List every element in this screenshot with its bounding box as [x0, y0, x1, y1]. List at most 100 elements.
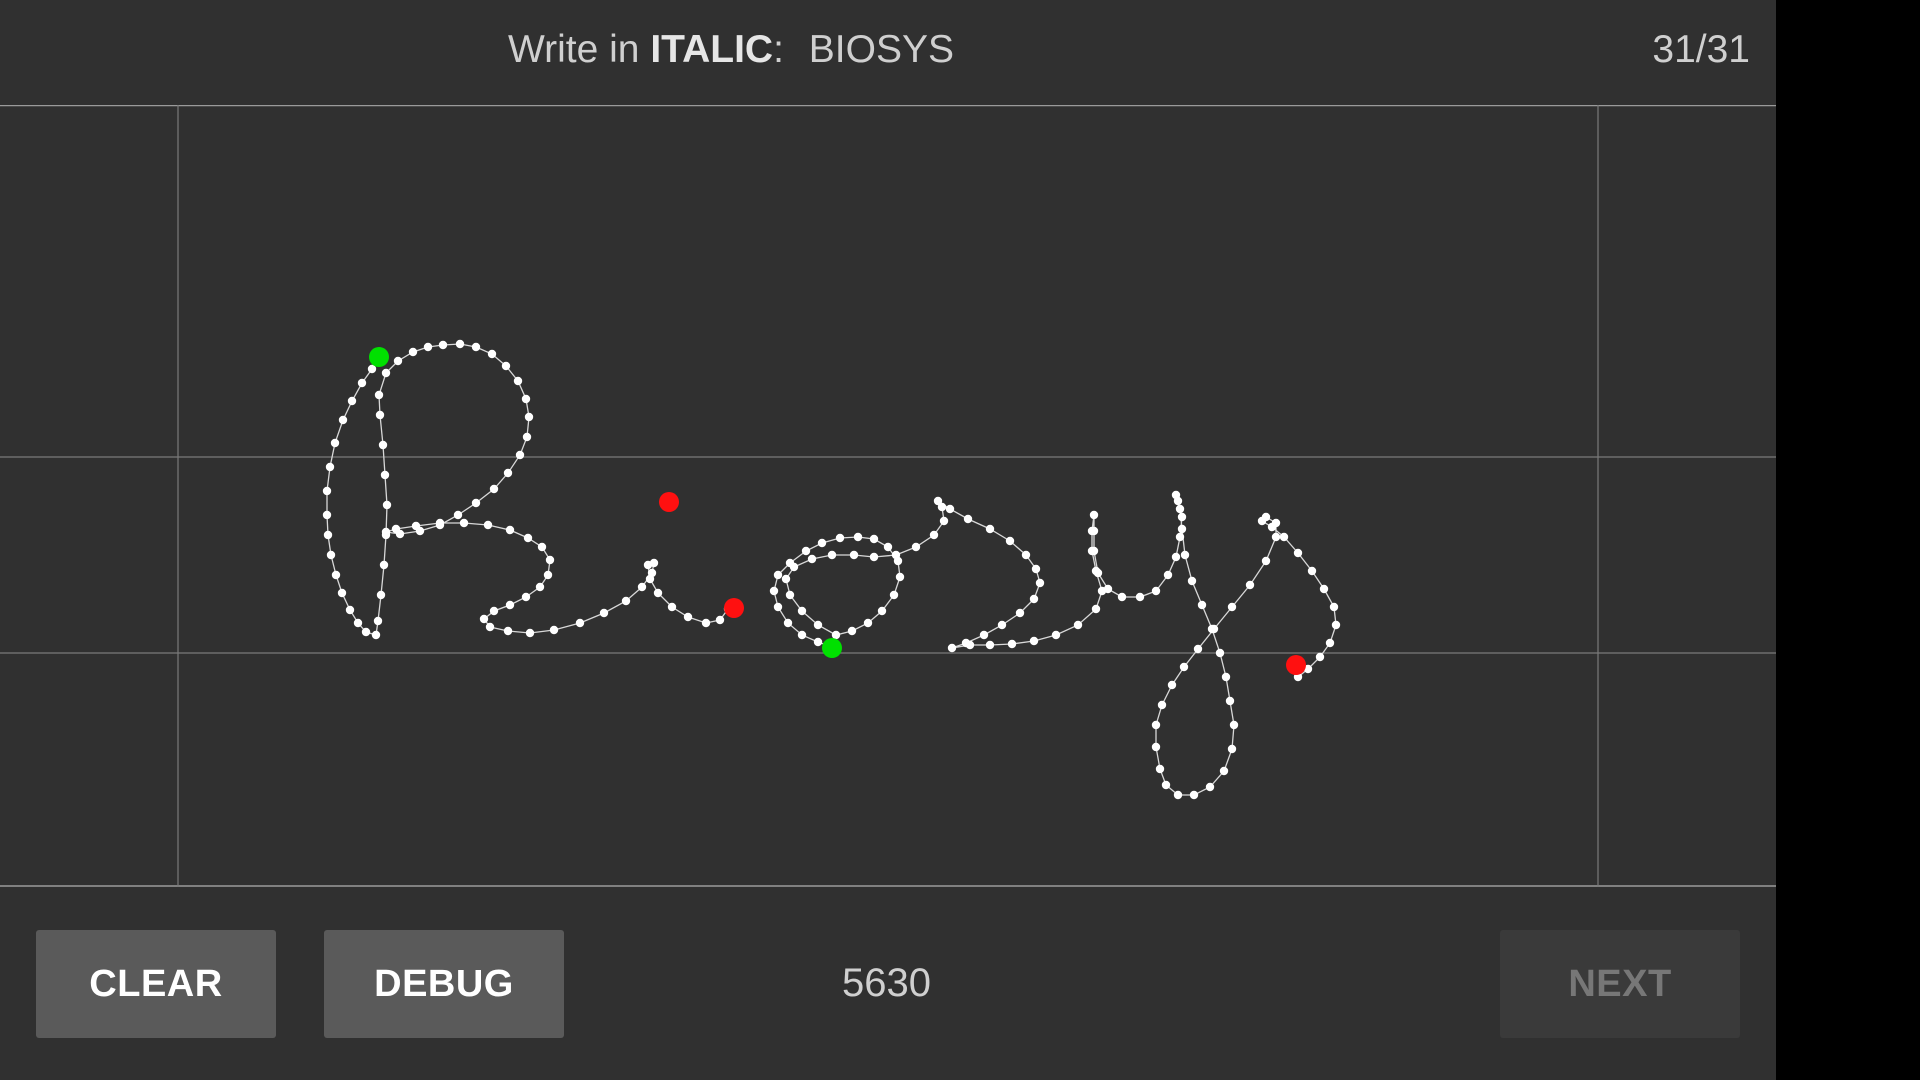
stroke-point	[1163, 570, 1173, 580]
stroke-point	[408, 347, 418, 357]
stroke-point	[1187, 576, 1197, 586]
stroke-point	[1227, 602, 1237, 612]
stroke-point	[1193, 644, 1203, 654]
stroke-point	[1091, 604, 1101, 614]
debug-button[interactable]: DEBUG	[324, 930, 564, 1038]
stroke-point	[831, 630, 841, 640]
stroke-start-marker	[822, 638, 842, 658]
stroke-point	[667, 602, 677, 612]
stroke-point	[374, 390, 384, 400]
stroke-point	[1151, 720, 1161, 730]
stroke-point	[382, 500, 392, 510]
stroke-point	[338, 415, 348, 425]
drawing-canvas[interactable]	[0, 105, 1776, 887]
canvas-svg[interactable]	[0, 105, 1776, 887]
stroke-point	[483, 520, 493, 530]
next-button[interactable]: NEXT	[1500, 930, 1740, 1038]
stroke-point	[393, 356, 403, 366]
stroke-point	[503, 626, 513, 636]
stroke-point	[485, 622, 495, 632]
stroke-point	[459, 518, 469, 528]
stroke-point	[1029, 594, 1039, 604]
prompt-style: ITALIC	[650, 28, 774, 71]
point-count: 5630	[842, 961, 931, 1005]
stroke-point	[453, 510, 463, 520]
stroke-point	[1177, 524, 1187, 534]
stroke-point	[1179, 662, 1189, 672]
stroke-start-marker	[369, 347, 389, 367]
stroke-point	[849, 550, 859, 560]
stroke-point	[487, 349, 497, 359]
stroke-point	[521, 394, 531, 404]
stroke-point	[378, 440, 388, 450]
stroke-point	[637, 582, 647, 592]
stroke-point	[479, 614, 489, 624]
stroke-point	[1103, 584, 1113, 594]
stroke-point	[783, 618, 793, 628]
stroke-point	[1315, 652, 1325, 662]
stroke-point	[701, 618, 711, 628]
stroke-point	[513, 376, 523, 386]
stroke-point	[847, 626, 857, 636]
stroke-point	[353, 618, 363, 628]
stroke-point	[371, 630, 381, 640]
stroke-point	[515, 450, 525, 460]
stroke-point	[1051, 630, 1061, 640]
stroke-point	[979, 630, 989, 640]
stroke-point	[345, 605, 355, 615]
stroke-point	[1173, 790, 1183, 800]
stroke-point	[939, 516, 949, 526]
stroke-point	[505, 600, 515, 610]
stroke-end-marker	[659, 492, 679, 512]
stroke-point	[1279, 532, 1289, 542]
stroke-point	[575, 618, 585, 628]
stroke-point	[1093, 568, 1103, 578]
stroke-point	[1325, 638, 1335, 648]
stroke-point	[769, 586, 779, 596]
stroke-point	[545, 555, 555, 565]
stroke-point	[1209, 624, 1219, 634]
stroke-point	[683, 612, 693, 622]
stroke-point	[1189, 790, 1199, 800]
stroke-point	[869, 552, 879, 562]
clear-button[interactable]: CLEAR	[36, 930, 276, 1038]
stroke-point	[1293, 548, 1303, 558]
stroke-point	[1135, 592, 1145, 602]
stroke-point	[501, 361, 511, 371]
stroke-point	[863, 618, 873, 628]
stroke-point	[1073, 620, 1083, 630]
stroke-point	[1171, 552, 1181, 562]
stroke-point	[367, 364, 377, 374]
stroke-path-1	[326, 343, 729, 636]
stroke-point	[785, 590, 795, 600]
stroke-point	[471, 498, 481, 508]
stroke-end-marker	[724, 598, 744, 618]
stroke-point	[489, 484, 499, 494]
stroke-point	[523, 533, 533, 543]
stroke-point	[997, 620, 1007, 630]
stroke-point	[945, 504, 955, 514]
stroke-point	[1007, 639, 1017, 649]
stroke-point	[599, 608, 609, 618]
stroke-point	[1089, 526, 1099, 536]
stroke-point	[438, 340, 448, 350]
stroke-point	[1197, 600, 1207, 610]
handwriting-app: Write in ITALIC: BIOSYS 31/31 CLEAR DEBU…	[0, 0, 1776, 1080]
stroke-point	[435, 518, 445, 528]
stroke-point	[715, 615, 725, 625]
stroke-point	[1219, 766, 1229, 776]
stroke-point	[1205, 782, 1215, 792]
stroke-point	[1319, 584, 1329, 594]
stroke-point	[1089, 546, 1099, 556]
stroke-point	[813, 620, 823, 630]
stroke-point	[337, 588, 347, 598]
stroke-point	[375, 410, 385, 420]
stroke-point	[889, 590, 899, 600]
stroke-point	[891, 550, 901, 560]
stroke-point	[1171, 490, 1181, 500]
stroke-point	[985, 524, 995, 534]
stroke-point	[947, 643, 957, 653]
stroke-point	[653, 588, 663, 598]
stroke-point	[1155, 764, 1165, 774]
stroke-point	[524, 412, 534, 422]
